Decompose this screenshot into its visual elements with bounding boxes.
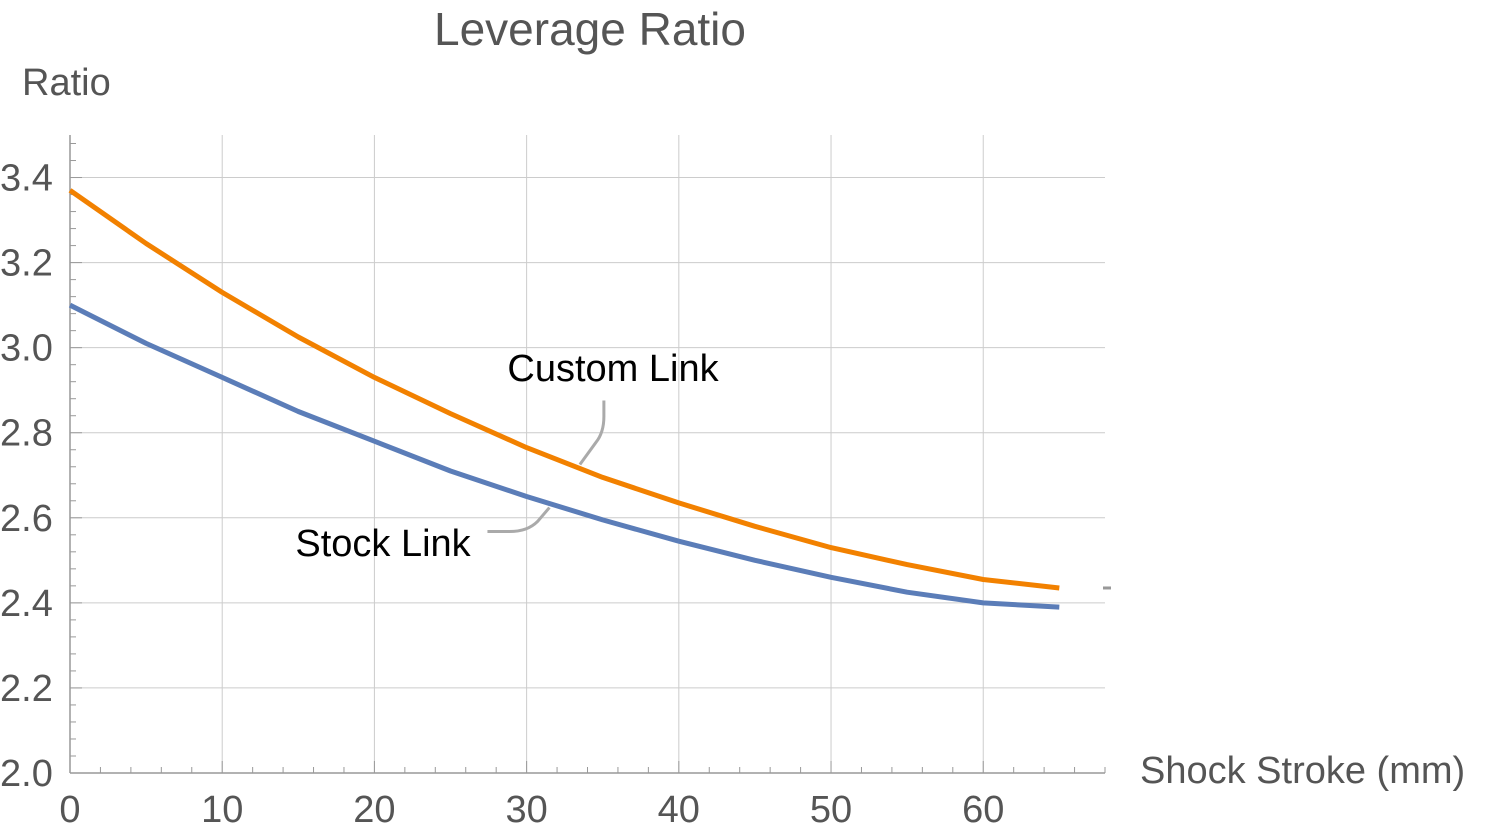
label-stock-link: Stock Link: [295, 523, 471, 565]
x-tick-label: 0: [59, 789, 80, 831]
chart-title: Leverage Ratio: [434, 3, 746, 55]
y-tick-label: 2.0: [0, 753, 53, 795]
y-tick-label: 2.6: [0, 498, 53, 540]
x-axis-label: Shock Stroke (mm): [1140, 750, 1466, 792]
x-tick-label: 50: [810, 789, 852, 831]
x-tick-label: 40: [658, 789, 700, 831]
y-tick-label: 3.0: [0, 328, 53, 370]
y-tick-label: 2.2: [0, 668, 53, 710]
x-tick-label: 60: [962, 789, 1004, 831]
y-tick-label: 2.8: [0, 413, 53, 455]
callout-stock-link: [487, 506, 551, 534]
y-tick-label: 3.2: [0, 243, 53, 285]
series-line-custom-link: [68, 188, 1060, 591]
callout-custom-link: [578, 400, 606, 466]
x-tick-label: 20: [353, 789, 395, 831]
series-line-stock-link: [68, 302, 1060, 610]
y-tick-label: 2.4: [0, 583, 53, 625]
label-custom-link: Custom Link: [507, 348, 719, 390]
x-tick-label: 10: [201, 789, 243, 831]
y-axis-label: Ratio: [22, 62, 111, 104]
x-tick-label: 30: [505, 789, 547, 831]
y-tick-label: 3.4: [0, 158, 53, 200]
